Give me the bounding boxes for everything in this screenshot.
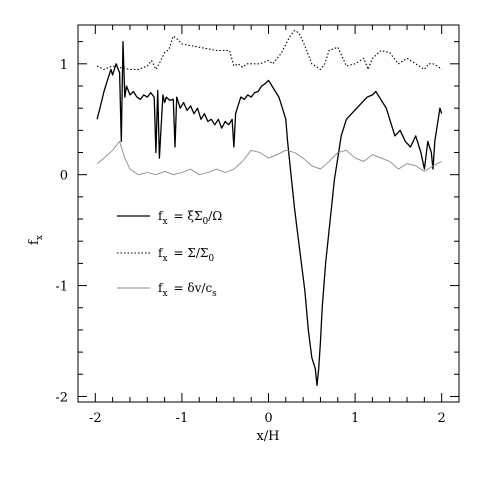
series-line-3 [96, 140, 442, 176]
x-tick-label: 0 [264, 411, 272, 426]
y-axis-label-sub: x [35, 235, 45, 240]
y-tick-label: -2 [55, 390, 68, 405]
x-axis-label: x/H [256, 429, 279, 444]
y-tick-label: 0 [60, 169, 68, 184]
tick-labels: -2 -1 0 1 2 -2 -1 0 1 [55, 58, 445, 426]
x-tick-label: -1 [176, 411, 189, 426]
y-tick-label: 1 [60, 58, 68, 73]
y-axis-label-main: f [27, 239, 42, 245]
axis-ticks [78, 25, 459, 402]
data-curves [96, 29, 443, 387]
y-axis-label: fx [27, 235, 45, 245]
legend: fx = ξΣ0/Ω fx = Σ/Σ0 fx = δv/cs [117, 209, 222, 299]
legend-label-1: fx = ξΣ0/Ω [158, 209, 222, 227]
x-tick-label: 2 [438, 411, 446, 426]
legend-label-2: fx = Σ/Σ0 [158, 246, 214, 264]
series-line-1 [96, 40, 443, 387]
legend-label-3: fx = δv/cs [158, 281, 217, 299]
y-tick-label: -1 [55, 280, 68, 295]
x-tick-label: 1 [351, 411, 359, 426]
x-tick-label: -2 [89, 411, 102, 426]
series-line-2 [96, 29, 443, 70]
